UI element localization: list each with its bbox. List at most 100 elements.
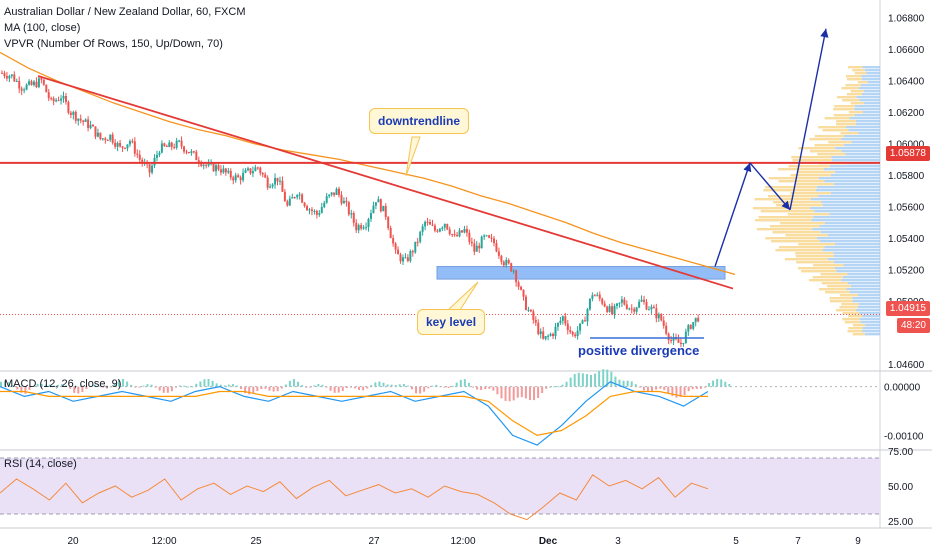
candle-body	[468, 232, 471, 242]
candle-body	[168, 142, 171, 147]
candle-body	[101, 138, 104, 140]
candle-body	[249, 168, 252, 174]
macd-histogram-bar	[118, 380, 120, 387]
volume-profile-bar-down	[850, 90, 864, 93]
candle-body	[271, 184, 274, 187]
macd-histogram-bar	[329, 386, 332, 391]
candle-body	[254, 167, 257, 172]
candle-body	[298, 194, 301, 196]
candle-body	[490, 237, 493, 239]
candle-body	[638, 301, 641, 308]
volume-profile-bar-down	[854, 72, 867, 75]
candle-body	[687, 325, 690, 332]
volume-profile-bar-up	[849, 291, 880, 294]
candle-body	[30, 81, 33, 86]
volume-profile-bar-down	[812, 276, 843, 279]
volume-profile-bar-up	[822, 249, 880, 252]
candle-body	[296, 195, 299, 198]
candle-body	[286, 201, 289, 206]
macd-histogram-bar	[199, 381, 202, 387]
candle-body	[3, 72, 6, 77]
candle-body	[628, 308, 631, 310]
candle-body	[473, 243, 476, 252]
volume-profile-bar-down	[845, 84, 861, 87]
macd-histogram-bar	[248, 386, 251, 395]
volume-profile-bar-down	[848, 111, 863, 114]
macd-histogram-bar	[431, 385, 434, 387]
volume-profile-bar-up	[859, 312, 880, 315]
volume-profile-bar-up	[854, 114, 880, 117]
macd-histogram-bar	[642, 386, 645, 391]
candle-body	[404, 257, 407, 259]
candle-body	[470, 241, 473, 244]
rsi-axis-tick: 25.00	[888, 517, 913, 528]
volume-profile-bar-down	[765, 237, 817, 240]
macd-histogram-bar	[415, 386, 418, 394]
macd-histogram-bar	[724, 381, 727, 387]
candle-body	[593, 295, 596, 297]
volume-profile-bar-up	[864, 69, 880, 72]
volume-profile-bar-up	[812, 228, 880, 231]
macd-histogram-bar	[341, 386, 344, 391]
candle-body	[640, 299, 643, 302]
candle-body	[581, 320, 584, 324]
volume-profile-bar-up	[851, 141, 880, 144]
volume-profile-bar-down	[841, 87, 859, 90]
volume-profile-bar-down	[818, 126, 847, 129]
volume-profile-bar-down	[814, 135, 845, 138]
macd-histogram-bar	[663, 386, 666, 390]
candle-body	[99, 132, 102, 140]
candle-body	[529, 309, 532, 312]
macd-legend[interactable]: MACD (12, 26, close, 9)	[4, 378, 122, 390]
volume-profile-bar-up	[830, 174, 880, 177]
volume-profile-bar-down	[796, 183, 834, 186]
candle-body	[246, 168, 249, 171]
candle-body	[571, 331, 574, 335]
ma-legend[interactable]: MA (100, close)	[4, 22, 81, 34]
candle-body	[647, 309, 650, 311]
candle-body	[500, 255, 503, 262]
macd-histogram-bar	[496, 386, 499, 395]
candle-body	[138, 154, 141, 160]
macd-histogram-bar	[708, 383, 710, 387]
macd-histogram-bar	[394, 385, 397, 387]
candle-body	[394, 243, 397, 250]
volume-profile-bar-down	[790, 174, 831, 177]
symbol-title[interactable]: Australian Dollar / New Zealand Dollar, …	[4, 6, 246, 18]
macd-histogram-bar	[187, 386, 190, 388]
macd-histogram-bar	[337, 386, 340, 393]
volume-profile-bar-down	[836, 123, 856, 126]
macd-histogram-bar	[476, 386, 479, 390]
time-axis-tick: 20	[67, 536, 79, 547]
macd-histogram-bar	[183, 385, 186, 387]
volume-profile-bar-down	[824, 117, 850, 120]
volume-profile-bar-up	[847, 273, 880, 276]
candle-body	[611, 306, 614, 314]
candle-body	[87, 119, 90, 129]
vpvr-legend[interactable]: VPVR (Number Of Rows, 150, Up/Down, 70)	[4, 38, 223, 50]
macd-histogram-bar	[382, 382, 385, 387]
macd-histogram-bar	[354, 386, 356, 389]
volume-profile-bar-up	[857, 306, 880, 309]
candle-body	[205, 164, 208, 166]
volume-profile-bar-down	[840, 132, 859, 135]
macd-histogram-bar	[561, 384, 564, 387]
candle-body	[369, 213, 372, 219]
candle-body	[256, 167, 259, 169]
candle-body	[495, 243, 498, 252]
candle-body	[25, 84, 28, 90]
rsi-legend[interactable]: RSI (14, close)	[4, 458, 77, 470]
volume-profile-bar-down	[763, 189, 816, 192]
candle-body	[598, 294, 601, 299]
macd-histogram-bar	[32, 385, 35, 387]
macd-histogram-bar	[618, 379, 621, 387]
candle-body	[618, 302, 621, 304]
volume-profile-bar-down	[813, 264, 844, 267]
candle-body	[155, 154, 158, 158]
candle-body	[237, 175, 240, 178]
candle-body	[505, 259, 508, 266]
candle-body	[670, 339, 673, 341]
volume-profile-bar-up	[846, 288, 880, 291]
candle-body	[278, 180, 281, 182]
